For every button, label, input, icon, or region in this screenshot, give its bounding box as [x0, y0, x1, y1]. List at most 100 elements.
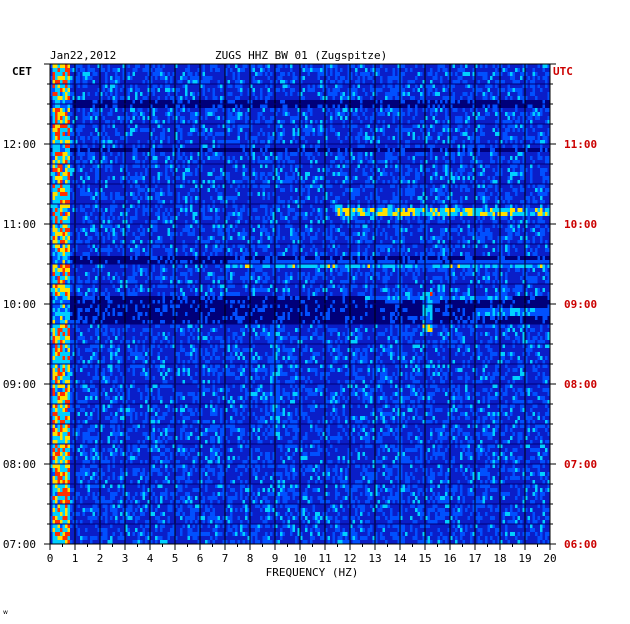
- heat-cell: [202, 160, 205, 164]
- heat-cell: [52, 240, 55, 244]
- heat-cell: [515, 156, 518, 160]
- heat-cell: [120, 116, 123, 120]
- heat-cell: [252, 184, 255, 188]
- heat-cell: [545, 80, 548, 84]
- heat-cell: [247, 156, 250, 160]
- heat-cell: [67, 220, 70, 224]
- heat-cell: [252, 64, 255, 68]
- heat-cell: [182, 260, 185, 264]
- heat-cell: [405, 192, 408, 196]
- heat-cell: [57, 68, 60, 72]
- heat-cell: [267, 92, 270, 96]
- heat-cell: [50, 112, 53, 116]
- heat-cell: [517, 180, 520, 184]
- heat-cell: [495, 144, 498, 148]
- heat-cell: [147, 228, 150, 232]
- heat-cell: [540, 200, 543, 204]
- heat-cell: [477, 268, 480, 272]
- heat-cell: [252, 68, 255, 72]
- heat-cell: [407, 192, 410, 196]
- heat-cell: [412, 180, 415, 184]
- heat-cell: [305, 280, 308, 284]
- heat-cell: [102, 136, 105, 140]
- heat-cell: [270, 236, 273, 240]
- heat-cell: [475, 128, 478, 132]
- heat-cell: [307, 172, 310, 176]
- heat-cell: [210, 112, 213, 116]
- heat-cell: [335, 164, 338, 168]
- heat-cell: [157, 260, 160, 264]
- heat-cell: [240, 180, 243, 184]
- heat-cell: [510, 124, 513, 128]
- heat-cell: [297, 260, 300, 264]
- heat-cell: [242, 164, 245, 168]
- heat-cell: [425, 136, 428, 140]
- heat-cell: [465, 196, 468, 200]
- heat-cell: [292, 88, 295, 92]
- heat-cell: [147, 88, 150, 92]
- heat-cell: [105, 260, 108, 264]
- heat-cell: [375, 108, 378, 112]
- heat-cell: [150, 224, 153, 228]
- heat-cell: [325, 164, 328, 168]
- heat-cell: [285, 180, 288, 184]
- heat-cell: [442, 156, 445, 160]
- heat-cell: [542, 256, 545, 260]
- heat-cell: [325, 276, 328, 280]
- heat-cell: [152, 264, 155, 268]
- heat-cell: [510, 180, 513, 184]
- heat-cell: [95, 172, 98, 176]
- heat-cell: [517, 160, 520, 164]
- heat-cell: [180, 156, 183, 160]
- heat-cell: [195, 112, 198, 116]
- heat-cell: [135, 152, 138, 156]
- heat-cell: [337, 72, 340, 76]
- heat-cell: [65, 64, 68, 68]
- heat-cell: [55, 172, 58, 176]
- heat-cell: [325, 96, 328, 100]
- heat-cell: [520, 176, 523, 180]
- heat-cell: [305, 172, 308, 176]
- heat-cell: [425, 152, 428, 156]
- heat-cell: [235, 80, 238, 84]
- heat-cell: [510, 232, 513, 236]
- heat-cell: [447, 212, 450, 216]
- heat-cell: [165, 220, 168, 224]
- heat-cell: [532, 212, 535, 216]
- heat-cell: [502, 136, 505, 140]
- heat-cell: [337, 212, 340, 216]
- heat-cell: [282, 260, 285, 264]
- heat-cell: [360, 184, 363, 188]
- heat-cell: [435, 100, 438, 104]
- heat-cell: [285, 104, 288, 108]
- heat-cell: [470, 144, 473, 148]
- heat-cell: [487, 104, 490, 108]
- heat-cell: [240, 260, 243, 264]
- heat-cell: [280, 80, 283, 84]
- heat-cell: [180, 260, 183, 264]
- heat-cell: [180, 204, 183, 208]
- heat-cell: [515, 260, 518, 264]
- heat-cell: [425, 160, 428, 164]
- heat-cell: [342, 208, 345, 212]
- heat-cell: [290, 152, 293, 156]
- heat-cell: [475, 84, 478, 88]
- heat-cell: [527, 116, 530, 120]
- heat-cell: [102, 196, 105, 200]
- heat-cell: [252, 172, 255, 176]
- heat-cell: [445, 68, 448, 72]
- heat-cell: [262, 180, 265, 184]
- heat-cell: [400, 224, 403, 228]
- heat-cell: [247, 124, 250, 128]
- heat-cell: [190, 140, 193, 144]
- heat-cell: [482, 240, 485, 244]
- heat-cell: [52, 148, 55, 152]
- heat-cell: [447, 248, 450, 252]
- heat-cell: [55, 160, 58, 164]
- heat-cell: [262, 188, 265, 192]
- heat-cell: [372, 260, 375, 264]
- heat-cell: [467, 240, 470, 244]
- heat-cell: [287, 220, 290, 224]
- heat-cell: [72, 68, 75, 72]
- heat-cell: [182, 108, 185, 112]
